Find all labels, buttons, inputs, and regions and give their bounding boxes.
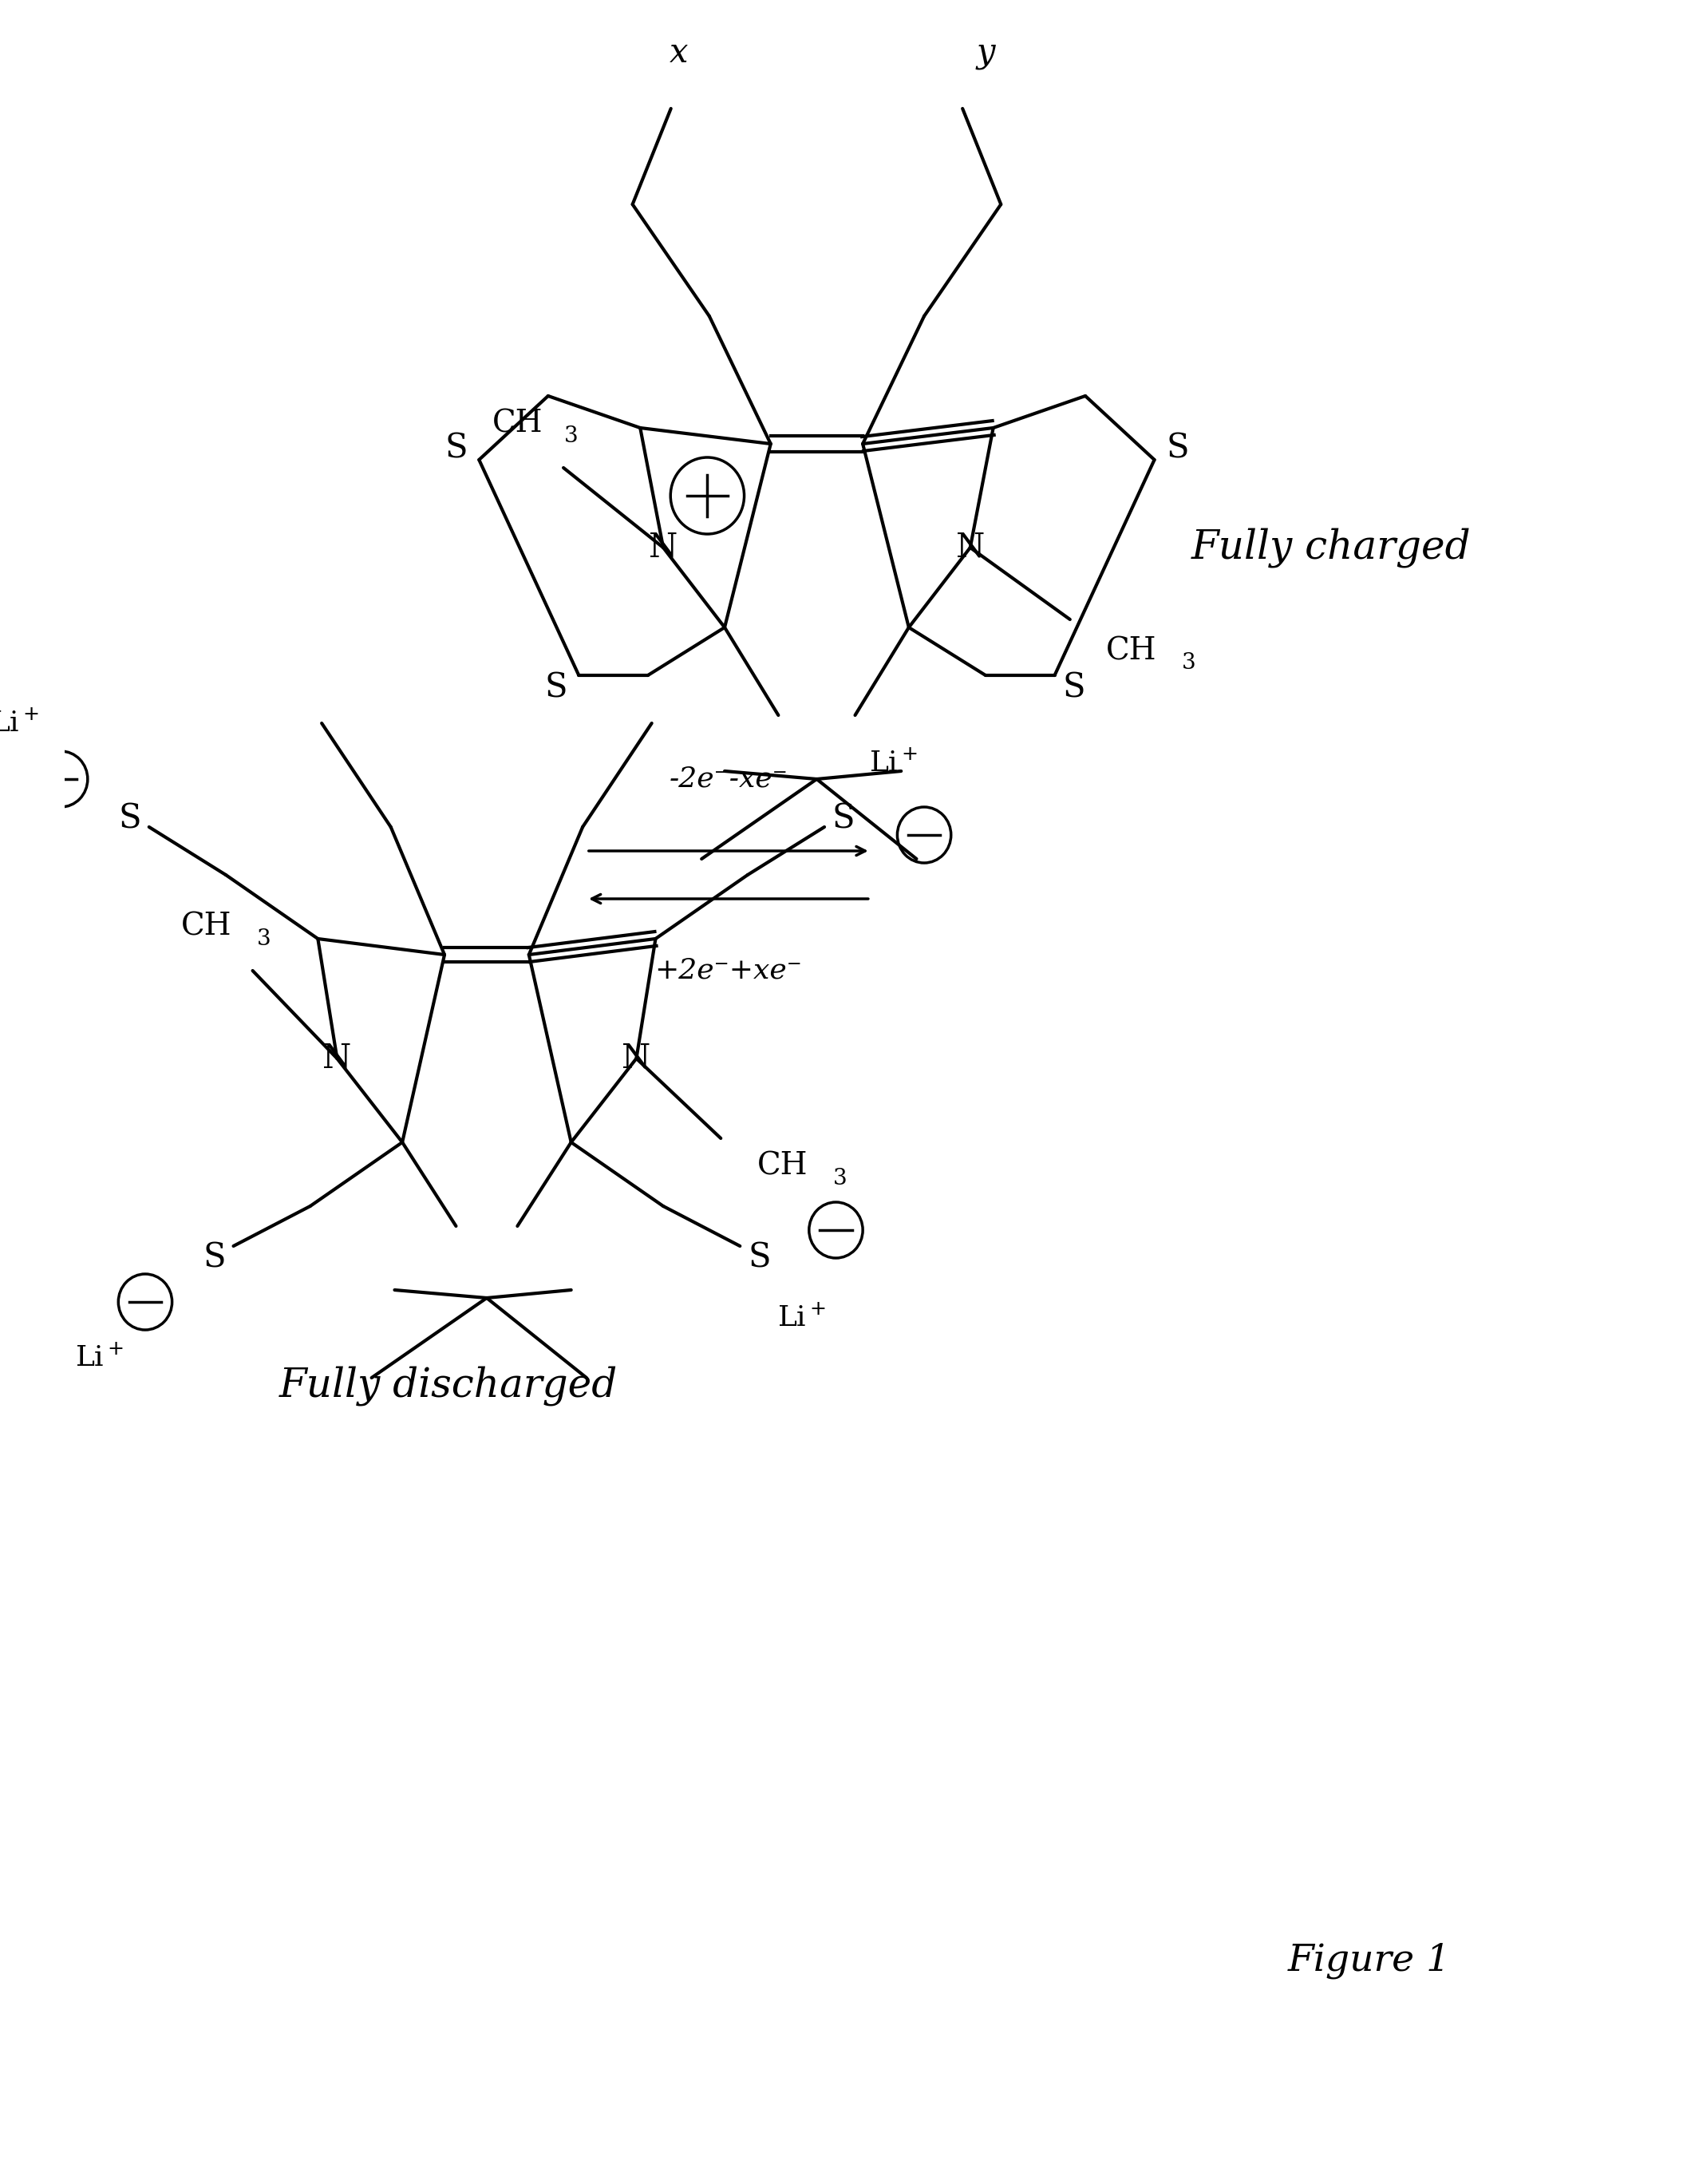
Text: 3: 3 xyxy=(563,426,579,446)
Text: CH: CH xyxy=(1107,636,1157,666)
Text: N: N xyxy=(649,531,678,563)
Text: N: N xyxy=(623,1042,651,1075)
Text: x: x xyxy=(670,35,688,70)
Text: Li$^+$: Li$^+$ xyxy=(74,1343,123,1372)
Text: +2e⁻+xe⁻: +2e⁻+xe⁻ xyxy=(655,957,803,985)
Text: Fully charged: Fully charged xyxy=(1191,529,1471,568)
Text: CH: CH xyxy=(757,1151,808,1182)
Text: S: S xyxy=(832,802,855,836)
Text: N: N xyxy=(957,531,985,563)
Text: Li$^+$: Li$^+$ xyxy=(0,710,39,736)
Text: CH: CH xyxy=(181,913,231,941)
Text: Fully discharged: Fully discharged xyxy=(278,1365,617,1406)
Text: S: S xyxy=(445,430,467,465)
Text: S: S xyxy=(747,1241,771,1275)
Text: S: S xyxy=(118,802,142,836)
Text: -2e⁻-xe⁻: -2e⁻-xe⁻ xyxy=(670,767,788,793)
Text: y: y xyxy=(977,35,995,70)
Text: Li$^+$: Li$^+$ xyxy=(778,1304,825,1332)
Text: 3: 3 xyxy=(1183,653,1196,675)
Text: 3: 3 xyxy=(833,1168,847,1188)
Text: CH: CH xyxy=(493,408,543,439)
Text: Figure 1: Figure 1 xyxy=(1287,1942,1451,1979)
Text: S: S xyxy=(1063,670,1085,703)
Text: S: S xyxy=(545,670,567,703)
Text: Li$^+$: Li$^+$ xyxy=(869,749,918,778)
Text: N: N xyxy=(322,1042,351,1075)
Text: S: S xyxy=(1166,430,1189,465)
Text: S: S xyxy=(202,1241,226,1275)
Text: 3: 3 xyxy=(256,928,272,950)
